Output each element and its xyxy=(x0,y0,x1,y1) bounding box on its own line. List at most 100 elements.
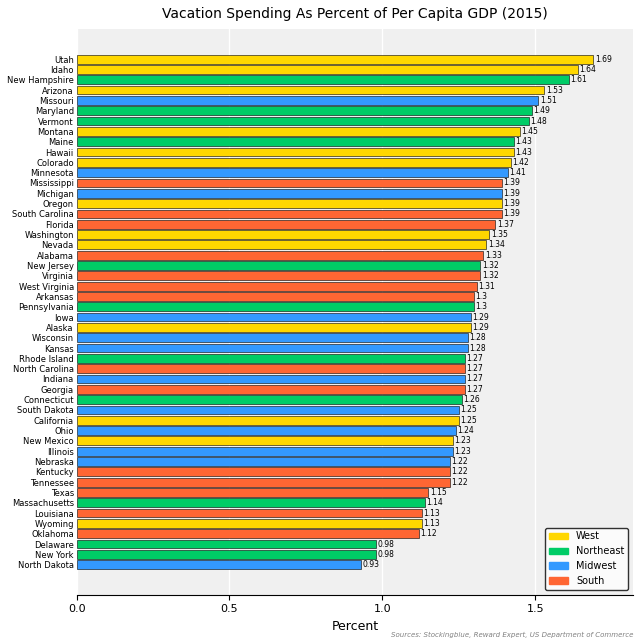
Title: Vacation Spending As Percent of Per Capita GDP (2015): Vacation Spending As Percent of Per Capi… xyxy=(162,7,548,21)
Bar xyxy=(77,158,511,166)
Text: 1.39: 1.39 xyxy=(503,179,520,188)
Text: 1.22: 1.22 xyxy=(451,457,468,466)
Bar xyxy=(77,292,474,301)
Text: 1.29: 1.29 xyxy=(472,312,490,321)
Bar xyxy=(77,199,502,208)
Text: 1.27: 1.27 xyxy=(467,364,483,373)
Text: 0.98: 0.98 xyxy=(378,550,395,559)
Text: 1.22: 1.22 xyxy=(451,477,468,486)
Text: 1.27: 1.27 xyxy=(467,385,483,394)
Bar xyxy=(77,148,514,156)
Text: 1.41: 1.41 xyxy=(509,168,526,177)
Text: 1.13: 1.13 xyxy=(424,509,440,518)
Text: 1.51: 1.51 xyxy=(540,96,557,105)
Bar xyxy=(77,344,468,353)
Text: 1.12: 1.12 xyxy=(420,529,437,538)
Text: 1.33: 1.33 xyxy=(484,251,502,260)
Bar xyxy=(77,509,422,518)
Text: 1.69: 1.69 xyxy=(595,54,612,63)
Bar xyxy=(77,168,508,177)
Text: 1.42: 1.42 xyxy=(512,158,529,167)
Text: 1.15: 1.15 xyxy=(429,488,447,497)
Bar xyxy=(77,540,376,548)
Bar xyxy=(77,86,545,95)
Bar xyxy=(77,436,452,445)
Bar xyxy=(77,364,465,373)
Bar xyxy=(77,499,425,507)
Text: 0.93: 0.93 xyxy=(362,560,380,569)
X-axis label: Percent: Percent xyxy=(332,620,378,633)
Text: 1.39: 1.39 xyxy=(503,199,520,208)
Text: 1.3: 1.3 xyxy=(476,302,488,311)
Text: 1.28: 1.28 xyxy=(470,333,486,342)
Text: 1.31: 1.31 xyxy=(479,282,495,291)
Bar xyxy=(77,467,450,476)
Text: 1.32: 1.32 xyxy=(482,271,499,280)
Bar xyxy=(77,416,459,424)
Bar xyxy=(77,106,532,115)
Bar xyxy=(77,65,578,74)
Text: 1.14: 1.14 xyxy=(427,499,444,508)
Text: 1.29: 1.29 xyxy=(472,323,490,332)
Legend: West, Northeast, Midwest, South: West, Northeast, Midwest, South xyxy=(545,527,628,590)
Bar xyxy=(77,55,593,63)
Text: 1.3: 1.3 xyxy=(476,292,488,301)
Bar xyxy=(77,189,502,198)
Bar xyxy=(77,209,502,218)
Text: 1.37: 1.37 xyxy=(497,220,514,228)
Text: 1.23: 1.23 xyxy=(454,436,471,445)
Bar xyxy=(77,333,468,342)
Bar xyxy=(77,550,376,559)
Bar xyxy=(77,488,428,497)
Text: 1.39: 1.39 xyxy=(503,189,520,198)
Bar xyxy=(77,354,465,363)
Text: 1.49: 1.49 xyxy=(534,106,550,115)
Bar xyxy=(77,241,486,249)
Text: 0.98: 0.98 xyxy=(378,540,395,548)
Text: 1.35: 1.35 xyxy=(491,230,508,239)
Text: 1.53: 1.53 xyxy=(546,86,563,95)
Text: 1.43: 1.43 xyxy=(515,137,532,146)
Text: 1.27: 1.27 xyxy=(467,374,483,383)
Text: 1.24: 1.24 xyxy=(457,426,474,435)
Bar xyxy=(77,519,422,528)
Bar xyxy=(77,271,480,280)
Text: 1.48: 1.48 xyxy=(531,116,547,125)
Bar xyxy=(77,406,459,414)
Text: 1.64: 1.64 xyxy=(580,65,596,74)
Text: 1.13: 1.13 xyxy=(424,519,440,528)
Text: 1.39: 1.39 xyxy=(503,209,520,218)
Bar xyxy=(77,457,450,466)
Bar xyxy=(77,127,520,136)
Bar xyxy=(77,426,456,435)
Text: 1.26: 1.26 xyxy=(463,395,480,404)
Text: 1.28: 1.28 xyxy=(470,344,486,353)
Text: 1.61: 1.61 xyxy=(570,76,587,84)
Bar xyxy=(77,116,529,125)
Bar xyxy=(77,179,502,188)
Text: 1.45: 1.45 xyxy=(522,127,538,136)
Bar xyxy=(77,374,465,383)
Bar xyxy=(77,76,569,84)
Bar xyxy=(77,220,495,228)
Bar xyxy=(77,230,490,239)
Bar xyxy=(77,477,450,486)
Bar xyxy=(77,560,361,569)
Bar xyxy=(77,261,480,270)
Bar xyxy=(77,282,477,291)
Text: 1.32: 1.32 xyxy=(482,261,499,270)
Bar xyxy=(77,302,474,311)
Text: 1.27: 1.27 xyxy=(467,354,483,363)
Bar xyxy=(77,323,471,332)
Text: 1.22: 1.22 xyxy=(451,467,468,476)
Text: 1.25: 1.25 xyxy=(460,416,477,425)
Bar xyxy=(77,138,514,146)
Bar xyxy=(77,529,419,538)
Bar xyxy=(77,251,483,260)
Bar xyxy=(77,96,538,105)
Text: Sources: Stockingblue, Reward Expert, US Department of Commerce: Sources: Stockingblue, Reward Expert, US… xyxy=(391,632,634,638)
Text: 1.23: 1.23 xyxy=(454,447,471,456)
Bar xyxy=(77,385,465,394)
Bar xyxy=(77,396,462,404)
Text: 1.34: 1.34 xyxy=(488,241,505,250)
